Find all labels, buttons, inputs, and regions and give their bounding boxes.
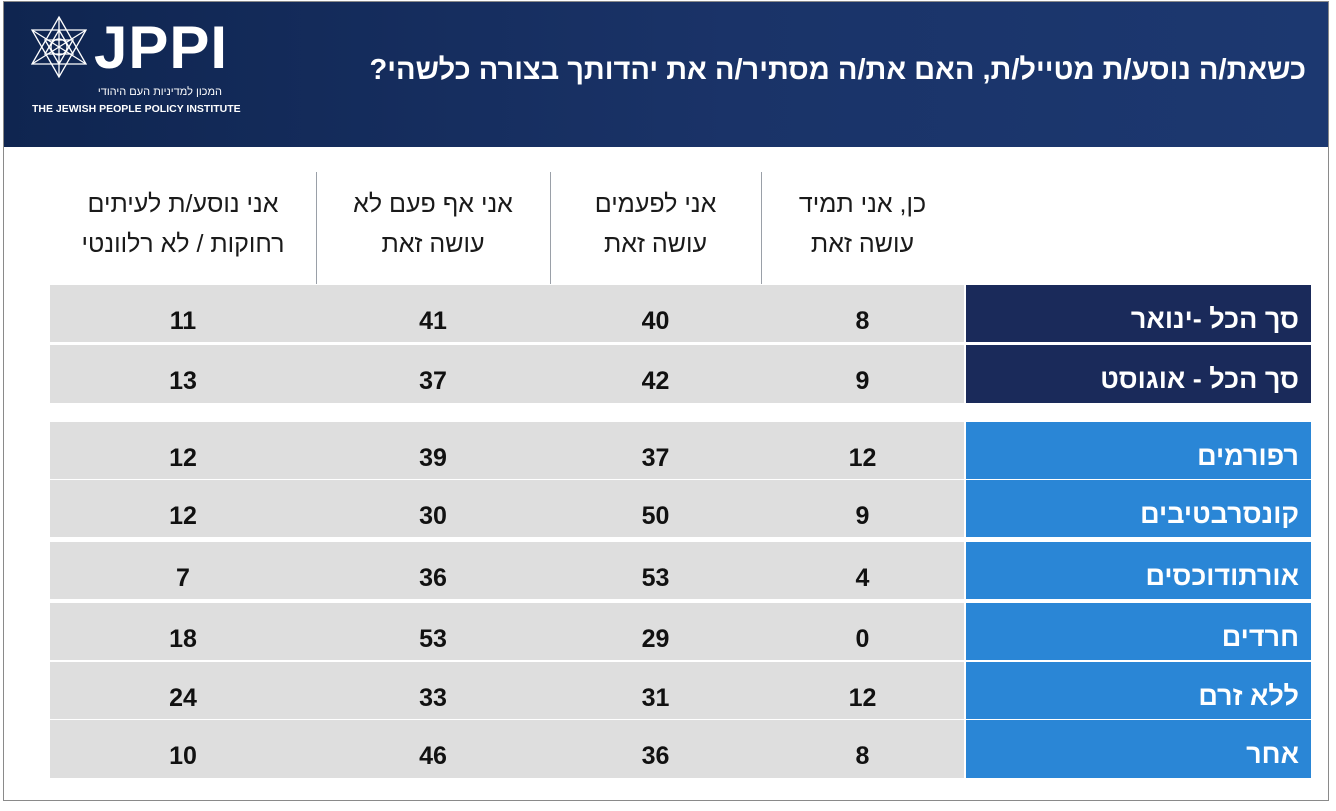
table-row: 9 42 37 13 (50, 345, 964, 403)
column-header-line-1: אני אף פעם לא (353, 190, 513, 218)
table-cell-value: 46 (419, 741, 447, 770)
row-divider (50, 599, 1311, 601)
table-cell-value: 18 (169, 624, 197, 653)
column-header-line-2: עושה זאת (603, 230, 708, 258)
column-header-line-1: אני לפעמים (594, 190, 717, 218)
table-cell-value: 30 (419, 501, 447, 530)
table-cell-value: 41 (419, 306, 447, 335)
row-divider (50, 537, 1311, 539)
row-label: אחר (966, 720, 1311, 778)
column-header-2: אני לפעמים עושה זאת (550, 172, 761, 284)
table-row: 8 40 41 11 (50, 285, 964, 343)
table-cell-value: 9 (855, 366, 870, 395)
logo-wordmark: JPPI (94, 14, 229, 81)
row-divider (50, 342, 1311, 344)
column-header-line-2: עושה זאת (810, 230, 915, 258)
column-separator (550, 172, 551, 284)
table-row: 8 36 46 10 (50, 720, 964, 778)
page-title: כשאת/ה נוסע/ת מטייל/ת, האם את/ה מסתיר/ה … (369, 54, 1306, 86)
table-cell-value: 8 (855, 741, 870, 770)
row-label: סך הכל -ינואר (966, 285, 1311, 343)
table-cell-value: 53 (641, 563, 670, 592)
column-header-3: אני אף פעם לא עושה זאת (316, 172, 550, 284)
table-row: 12 31 33 24 (50, 662, 964, 720)
column-separator (316, 172, 317, 284)
table-cell-value: 10 (169, 741, 197, 770)
table-cell-value: 31 (641, 683, 670, 712)
table-cell-value: 12 (169, 443, 197, 472)
row-label: אורתודוכסים (966, 542, 1311, 600)
row-label: חרדים (966, 603, 1311, 661)
table-cell-value: 9 (855, 501, 870, 530)
table-cell-value: 36 (641, 741, 670, 770)
row-label: סך הכל - אוגוסט (966, 345, 1311, 403)
logo-english-text: THE JEWISH PEOPLE POLICY INSTITUTE (32, 103, 241, 115)
table-row: 9 50 30 12 (50, 480, 964, 538)
table-cell-value: 12 (848, 683, 877, 712)
column-header-line-2: רחוקות / לא רלוונטי (81, 230, 285, 258)
column-separator (761, 172, 762, 284)
table-cell-value: 4 (855, 563, 870, 592)
table-cell-value: 11 (169, 306, 197, 335)
table-cell-value: 37 (641, 443, 670, 472)
column-header-1: כן, אני תמיד עושה זאת (761, 172, 964, 284)
star-of-david-logo-icon (30, 15, 88, 79)
table-cell-value: 50 (641, 501, 670, 530)
table-row: 12 37 39 12 (50, 422, 964, 480)
table-cell-value: 12 (169, 501, 197, 530)
row-label: רפורמים (966, 422, 1311, 480)
table-cell-value: 24 (169, 683, 197, 712)
table-cell-value: 33 (419, 683, 447, 712)
table-cell-value: 37 (419, 366, 447, 395)
row-label: ללא זרם (966, 662, 1311, 720)
slide-frame: JPPI המכון למדיניות העם היהודי THE JEWIS… (3, 1, 1329, 801)
table-cell-value: 7 (176, 563, 190, 592)
table-cell-value: 53 (419, 624, 447, 653)
table-row: 0 29 53 18 (50, 603, 964, 661)
table-cell-value: 0 (855, 624, 870, 653)
column-header-4: אני נוסע/ת לעיתים רחוקות / לא רלוונטי (50, 172, 316, 284)
row-label: קונסרבטיבים (966, 480, 1311, 538)
row-divider (50, 660, 1311, 662)
table-cell-value: 39 (419, 443, 447, 472)
column-header-line-1: כן, אני תמיד (798, 190, 927, 218)
table-cell-value: 29 (641, 624, 670, 653)
table-cell-value: 12 (848, 443, 877, 472)
column-header-line-2: עושה זאת (381, 230, 485, 258)
table-cell-value: 42 (641, 366, 670, 395)
table-row: 4 53 36 7 (50, 542, 964, 600)
table-cell-value: 36 (419, 563, 447, 592)
header-banner: JPPI המכון למדיניות העם היהודי THE JEWIS… (4, 2, 1328, 147)
logo-hebrew-text: המכון למדיניות העם היהודי (97, 86, 222, 98)
table-cell-value: 40 (641, 306, 670, 335)
table-cell-value: 13 (169, 366, 197, 395)
column-header-line-1: אני נוסע/ת לעיתים (87, 190, 279, 218)
table-cell-value: 8 (855, 306, 870, 335)
